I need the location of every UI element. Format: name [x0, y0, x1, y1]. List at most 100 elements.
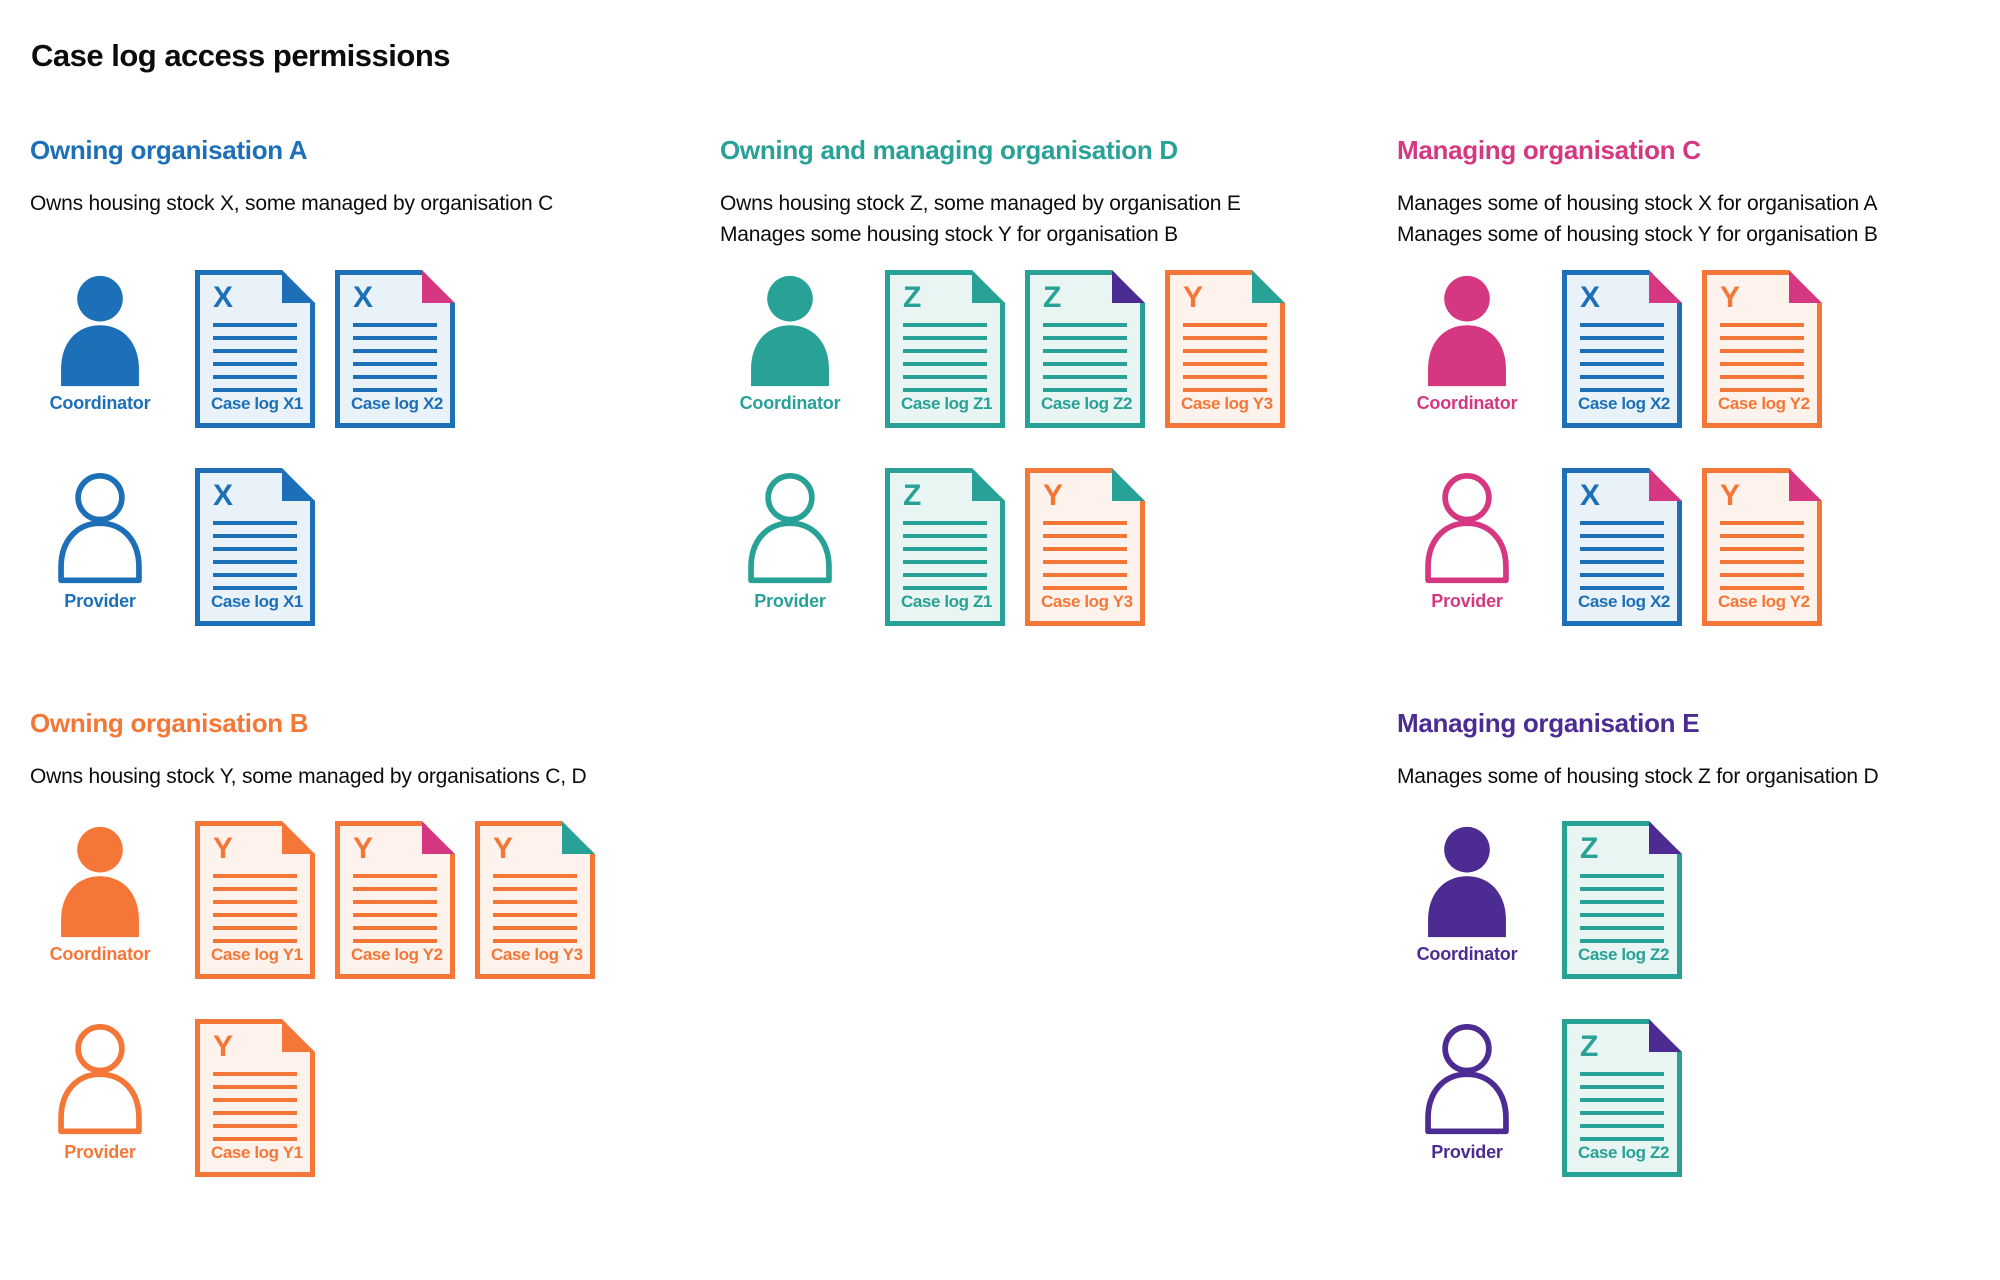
description-line: Owns housing stock X, some managed by or…	[30, 192, 554, 215]
role-row-coordinator: Coordinator X Case log X1 X Case log X2	[30, 270, 720, 428]
doc-case-log-y1: Y Case log Y1	[195, 821, 315, 979]
doc-letter: X	[1580, 479, 1601, 512]
coordinator-person: Coordinator	[30, 821, 170, 965]
doc-label: Case log Z1	[901, 592, 993, 611]
doc-case-log-z1: Z Case log Z1	[885, 468, 1005, 626]
doc-case-log-y3: Y Case log Y3	[475, 821, 595, 979]
section-heading-org-a: Owning organisation A	[30, 135, 308, 165]
coordinator-person: Coordinator	[30, 270, 170, 414]
section-heading-org-b: Owning organisation B	[30, 708, 309, 738]
doc-case-log-x1: X Case log X1	[195, 468, 315, 626]
role-label: Provider	[1431, 1142, 1503, 1162]
doc-text-lines	[353, 323, 437, 392]
role-label: Coordinator	[1416, 944, 1518, 964]
role-rows: Coordinator Z Case log Z2 Provider Z Case log…	[1397, 821, 1990, 1177]
doc-letter: Z	[1043, 281, 1062, 314]
coordinator-icon	[1428, 826, 1506, 938]
doc-label: Case log Y2	[1718, 394, 1810, 413]
description-line: Manages some of housing stock Z for orga…	[1397, 765, 1879, 788]
doc-label: Case log Y3	[491, 945, 583, 964]
doc-list: Z Case log Z2	[1562, 821, 1682, 979]
doc-letter: Y	[353, 832, 374, 865]
doc-list: Z Case log Z2	[1562, 1019, 1682, 1177]
doc-case-log-y3: Y Case log Y3	[1165, 270, 1285, 428]
doc-label: Case log Y3	[1041, 592, 1133, 611]
coordinator-person: Coordinator	[1397, 821, 1537, 965]
doc-text-lines	[353, 874, 437, 943]
doc-case-log-z2: Z Case log Z2	[1025, 270, 1145, 428]
doc-case-log-z2: Z Case log Z2	[1562, 1019, 1682, 1177]
doc-label: Case log Y1	[211, 1143, 303, 1162]
doc-letter: Y	[1720, 281, 1741, 314]
doc-letter: X	[213, 281, 234, 314]
doc-text-lines	[1580, 521, 1664, 590]
doc-letter: Y	[1183, 281, 1204, 314]
provider-person: Provider	[1397, 1019, 1537, 1163]
doc-text-lines	[493, 874, 577, 943]
doc-label: Case log Z1	[901, 394, 993, 413]
section-description: Owns housing stock X, some managed by or…	[30, 188, 720, 256]
role-rows: Coordinator X Case log X1 X Case log X2 Provi…	[30, 270, 720, 626]
doc-letter: Y	[1720, 479, 1741, 512]
section-description: Manages some of housing stock Z for orga…	[1397, 761, 1990, 807]
section-org-c: Managing organisation C Manages some of h…	[1397, 130, 1990, 626]
doc-case-log-x2: X Case log X2	[1562, 468, 1682, 626]
doc-text-lines	[1043, 323, 1127, 392]
section-description: Owns housing stock Z, some managed by or…	[720, 188, 1380, 256]
doc-letter: Z	[1580, 832, 1599, 865]
coordinator-icon	[751, 275, 829, 387]
page-title: Case log access permissions	[31, 38, 451, 73]
doc-letter: Z	[1580, 1030, 1599, 1063]
doc-letter: Z	[903, 479, 922, 512]
role-rows: Coordinator Z Case log Z1 Z Case log Z2 Y Case…	[720, 270, 1380, 626]
doc-letter: X	[213, 479, 234, 512]
doc-text-lines	[1580, 323, 1664, 392]
description-line: Manages some of housing stock X for orga…	[1397, 192, 1878, 215]
coordinator-icon	[61, 826, 139, 938]
doc-list: Z Case log Z1 Z Case log Z2 Y Case log Y3	[885, 270, 1285, 428]
doc-list: Y Case log Y1 Y Case log Y2 Y Case log Y3	[195, 821, 595, 979]
section-org-d: Owning and managing organisation D Owns h…	[720, 130, 1380, 626]
role-row-provider: Provider Y Case log Y1	[30, 1019, 720, 1177]
section-heading-org-d: Owning and managing organisation D	[720, 135, 1178, 165]
doc-text-lines	[1043, 521, 1127, 590]
doc-label: Case log Z2	[1041, 394, 1133, 413]
section-heading-org-e: Managing organisation E	[1397, 708, 1700, 738]
provider-person: Provider	[30, 1019, 170, 1163]
role-label: Coordinator	[49, 393, 151, 413]
doc-text-lines	[1720, 521, 1804, 590]
doc-case-log-y1: Y Case log Y1	[195, 1019, 315, 1177]
doc-list: X Case log X2 Y Case log Y2	[1562, 468, 1822, 626]
provider-person: Provider	[30, 468, 170, 612]
doc-letter: Z	[903, 281, 922, 314]
section-org-e: Managing organisation E Manages some of h…	[1397, 703, 1990, 1177]
role-label: Provider	[754, 591, 826, 611]
role-rows: Coordinator Y Case log Y1 Y Case log Y2 Y Case…	[30, 821, 720, 1177]
doc-list: Y Case log Y1	[195, 1019, 315, 1177]
doc-letter: X	[353, 281, 374, 314]
provider-icon	[1425, 472, 1509, 584]
description-line: Manages some of housing stock Y for orga…	[1397, 223, 1878, 246]
role-label: Coordinator	[49, 944, 151, 964]
doc-case-log-z2: Z Case log Z2	[1562, 821, 1682, 979]
description-line: Owns housing stock Y, some managed by or…	[30, 765, 587, 788]
doc-text-lines	[903, 521, 987, 590]
role-row-provider: Provider Z Case log Z2	[1397, 1019, 1990, 1177]
doc-case-log-x1: X Case log X1	[195, 270, 315, 428]
doc-letter: Y	[493, 832, 514, 865]
doc-case-log-y2: Y Case log Y2	[1702, 270, 1822, 428]
doc-text-lines	[1580, 1072, 1664, 1141]
description-line: Owns housing stock Z, some managed by or…	[720, 192, 1241, 215]
doc-case-log-z1: Z Case log Z1	[885, 270, 1005, 428]
role-label: Provider	[1431, 591, 1503, 611]
doc-case-log-y3: Y Case log Y3	[1025, 468, 1145, 626]
doc-label: Case log Y3	[1181, 394, 1273, 413]
role-row-provider: Provider X Case log X2 Y Case log Y2	[1397, 468, 1990, 626]
coordinator-person: Coordinator	[1397, 270, 1537, 414]
role-row-provider: Provider X Case log X1	[30, 468, 720, 626]
role-label: Provider	[64, 1142, 136, 1162]
provider-person: Provider	[720, 468, 860, 612]
role-rows: Coordinator X Case log X2 Y Case log Y2 Provi…	[1397, 270, 1990, 626]
doc-list: Z Case log Z1 Y Case log Y3	[885, 468, 1145, 626]
role-row-coordinator: Coordinator Z Case log Z2	[1397, 821, 1990, 979]
